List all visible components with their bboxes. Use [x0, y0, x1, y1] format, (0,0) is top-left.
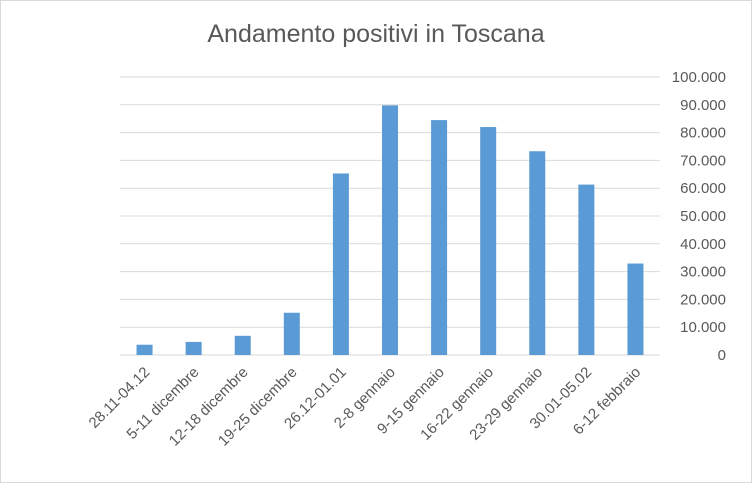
- bar: [627, 263, 644, 355]
- y-tick-label: 80.000: [680, 125, 726, 142]
- bar: [136, 344, 153, 355]
- bar: [185, 341, 202, 355]
- y-tick-label: 30.000: [680, 264, 726, 281]
- bar: [431, 120, 448, 355]
- y-tick-label: 60.000: [680, 180, 726, 197]
- y-tick-label: 40.000: [680, 236, 726, 253]
- y-tick-label: 0: [718, 347, 726, 364]
- y-tick-label: 70.000: [680, 152, 726, 169]
- bar: [332, 173, 349, 355]
- y-tick-label: 100.000: [672, 69, 726, 86]
- y-tick-label: 20.000: [680, 291, 726, 308]
- y-tick-label: 50.000: [680, 208, 726, 225]
- bar: [234, 335, 251, 355]
- bar: [529, 151, 546, 355]
- bar: [382, 105, 398, 355]
- bar: [283, 312, 300, 355]
- bar: [480, 127, 497, 355]
- bar: [578, 184, 595, 355]
- y-tick-label: 10.000: [680, 319, 726, 336]
- y-tick-label: 90.000: [680, 97, 726, 114]
- chart-title: Andamento positivi in Toscana: [207, 20, 545, 48]
